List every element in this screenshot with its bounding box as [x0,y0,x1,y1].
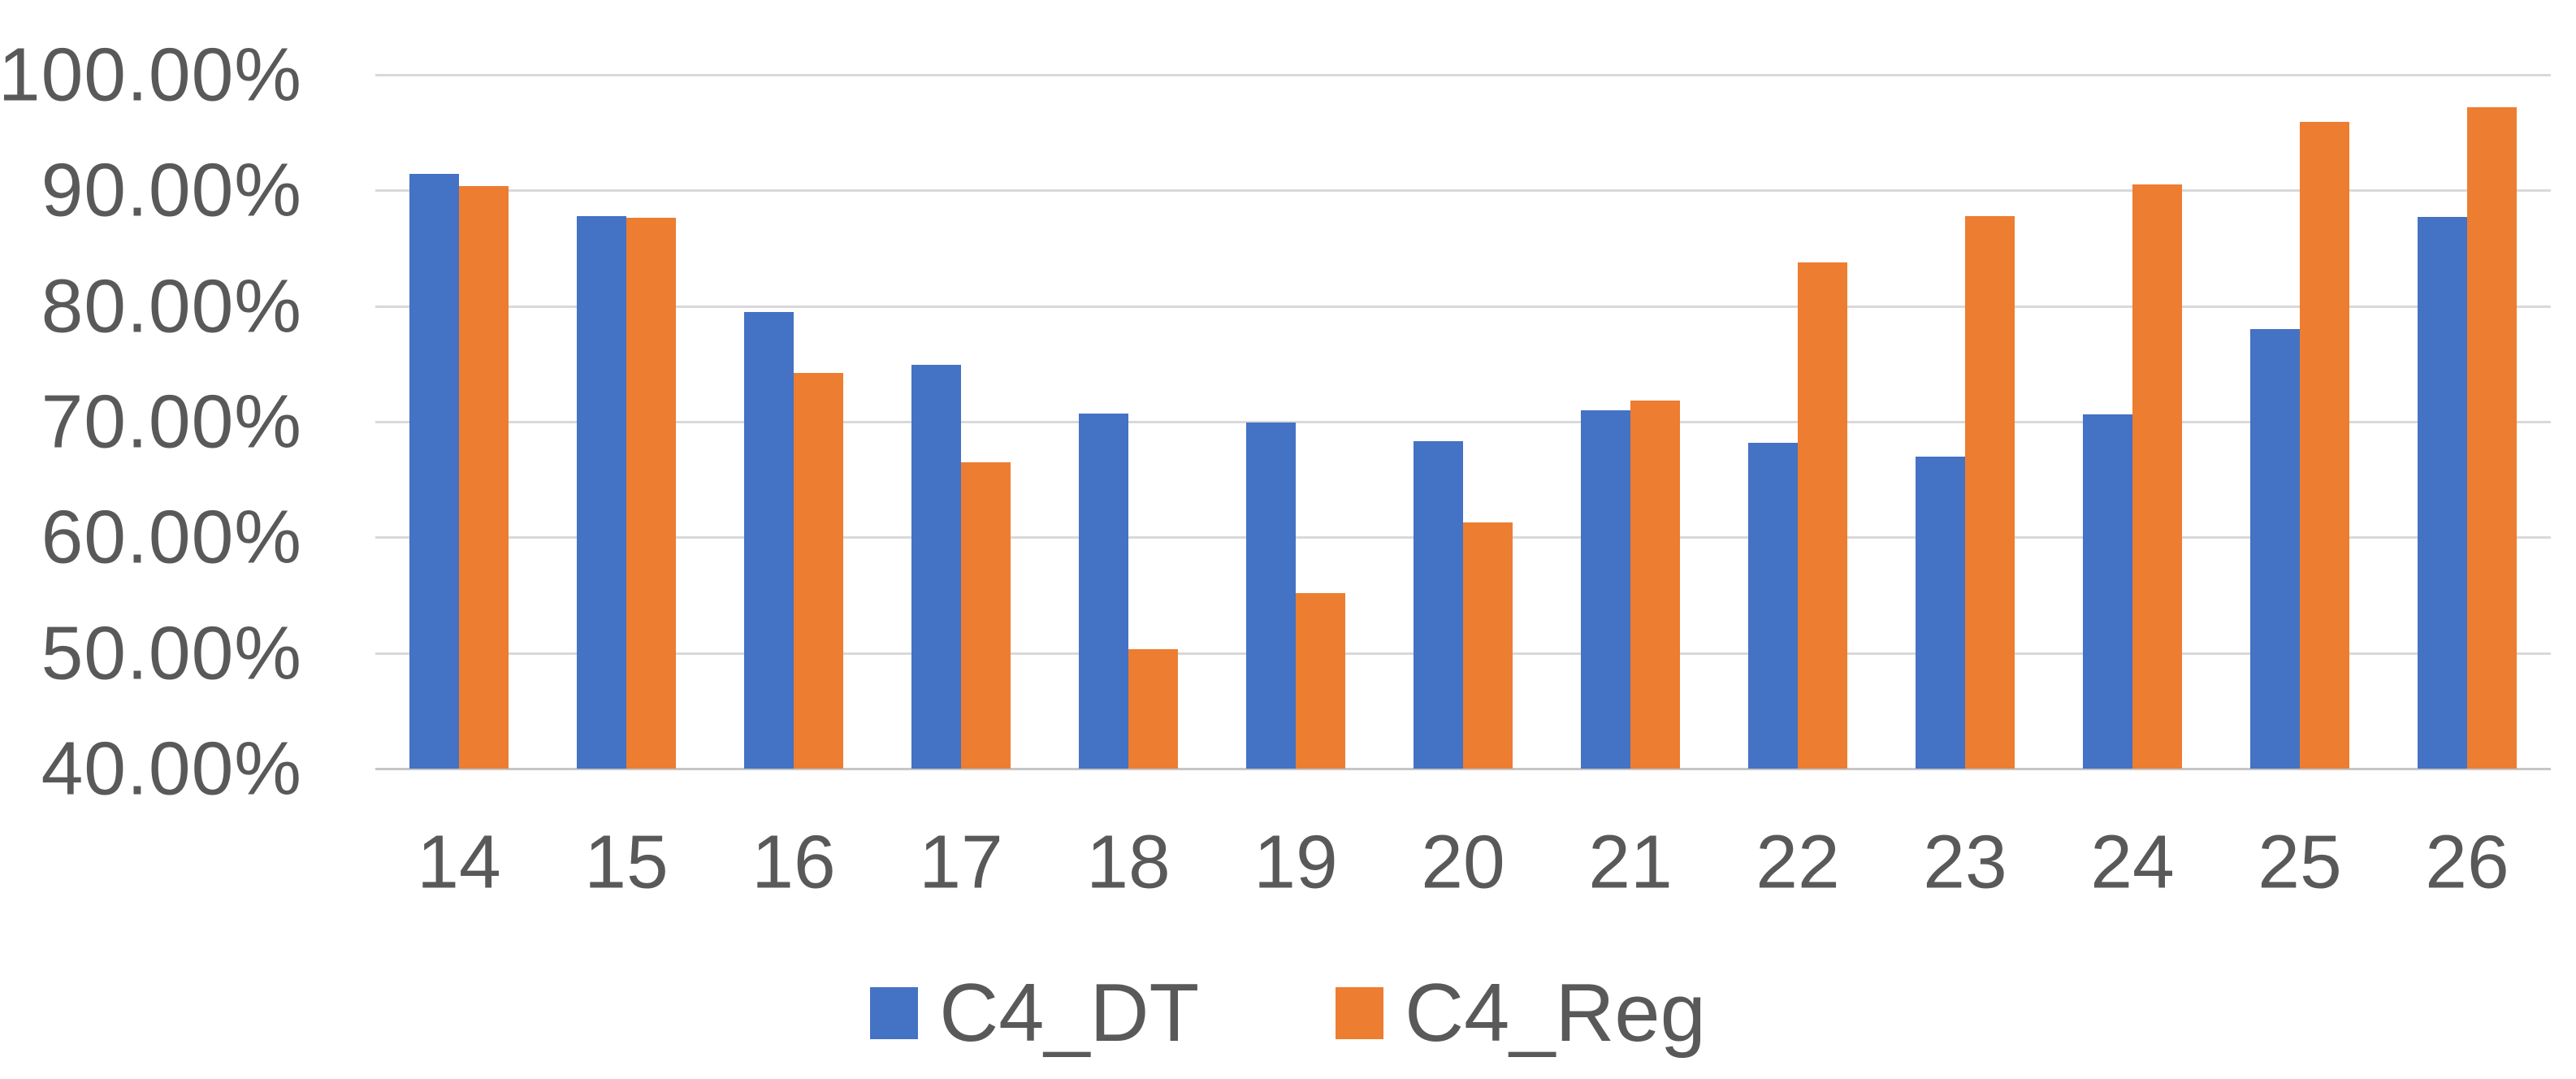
y-axis-tick-labels: 100.00% 90.00% 80.00% 70.00% 60.00% 50.00% 40.… [0,37,302,806]
bar-c4_dt-20 [1414,441,1463,769]
bar-c4_reg-18 [1128,649,1178,769]
bar-c4_reg-21 [1630,401,1680,769]
gridline-80.00% [375,305,2551,308]
bar-c4_dt-19 [1246,422,1296,769]
gridline-40.00% [375,768,2551,770]
gridline-90.00% [375,189,2551,193]
bar-c4_reg-25 [2300,122,2349,769]
x-axis-tick-label-15: 15 [584,819,669,904]
x-axis-tick-label-22: 22 [1756,819,1840,904]
legend-item-c4-reg: C4_Reg [1336,967,1706,1059]
gridline-70.00% [375,421,2551,423]
bar-c4_reg-14 [459,186,509,769]
x-axis-tick-label-14: 14 [417,819,501,904]
y-axis-tick-label: 80.00% [41,263,302,349]
bar-c4_dt-25 [2250,329,2300,769]
x-axis-tick-label-20: 20 [1421,819,1505,904]
x-axis-tick-label-25: 25 [2258,819,2342,904]
y-axis-tick-label: 60.00% [41,494,302,579]
bar-c4_reg-26 [2467,107,2517,769]
bar-c4_dt-14 [409,174,459,769]
bar-c4_reg-15 [626,218,676,769]
bar-c4_dt-15 [577,216,626,769]
x-axis-tick-label-21: 21 [1588,819,1673,904]
bar-c4_dt-18 [1079,414,1128,769]
legend: C4_DT C4_Reg [0,952,2576,1074]
gridline-100.00% [375,74,2551,76]
x-axis-tick-label-18: 18 [1086,819,1171,904]
plot-area [375,74,2551,770]
bar-c4_reg-20 [1463,522,1513,769]
x-axis-tick-labels: 14 15 16 17 18 19 20 21 22 23 24 25 26 [375,811,2551,912]
bar-c4_reg-17 [961,462,1011,769]
x-axis-tick-label-19: 19 [1253,819,1338,904]
bar-c4_dt-26 [2418,217,2467,769]
x-axis-tick-label-26: 26 [2425,819,2509,904]
x-axis-tick-label-23: 23 [1923,819,2007,904]
bar-c4_reg-23 [1965,216,2015,769]
bar-c4_reg-22 [1798,262,1847,769]
bar-c4_dt-24 [2083,414,2132,769]
bar-c4_dt-16 [744,312,794,769]
bar-c4_dt-23 [1916,457,1965,769]
bar-c4_reg-16 [794,373,843,769]
bar-c4_reg-24 [2132,184,2182,769]
bar-c4_reg-19 [1296,593,1345,769]
y-axis-tick-label: 50.00% [41,610,302,696]
y-axis-tick-label: 70.00% [41,379,302,464]
x-axis-tick-label-24: 24 [2090,819,2175,904]
x-axis-tick-label-16: 16 [751,819,836,904]
x-axis-tick-label-17: 17 [919,819,1003,904]
legend-swatch-c4-reg-icon [1336,987,1384,1039]
bar-c4_dt-17 [911,365,961,769]
legend-swatch-c4-dt-icon [870,987,919,1039]
legend-item-c4-dt: C4_DT [870,967,1200,1059]
legend-label-c4-reg: C4_Reg [1405,967,1706,1059]
y-axis-tick-label: 40.00% [41,726,302,811]
legend-label-c4-dt: C4_DT [939,967,1200,1059]
bar-c4_dt-22 [1748,443,1798,769]
y-axis-tick-label: 90.00% [41,147,302,232]
y-axis-tick-label: 100.00% [0,32,302,117]
bar-c4_dt-21 [1581,410,1630,769]
